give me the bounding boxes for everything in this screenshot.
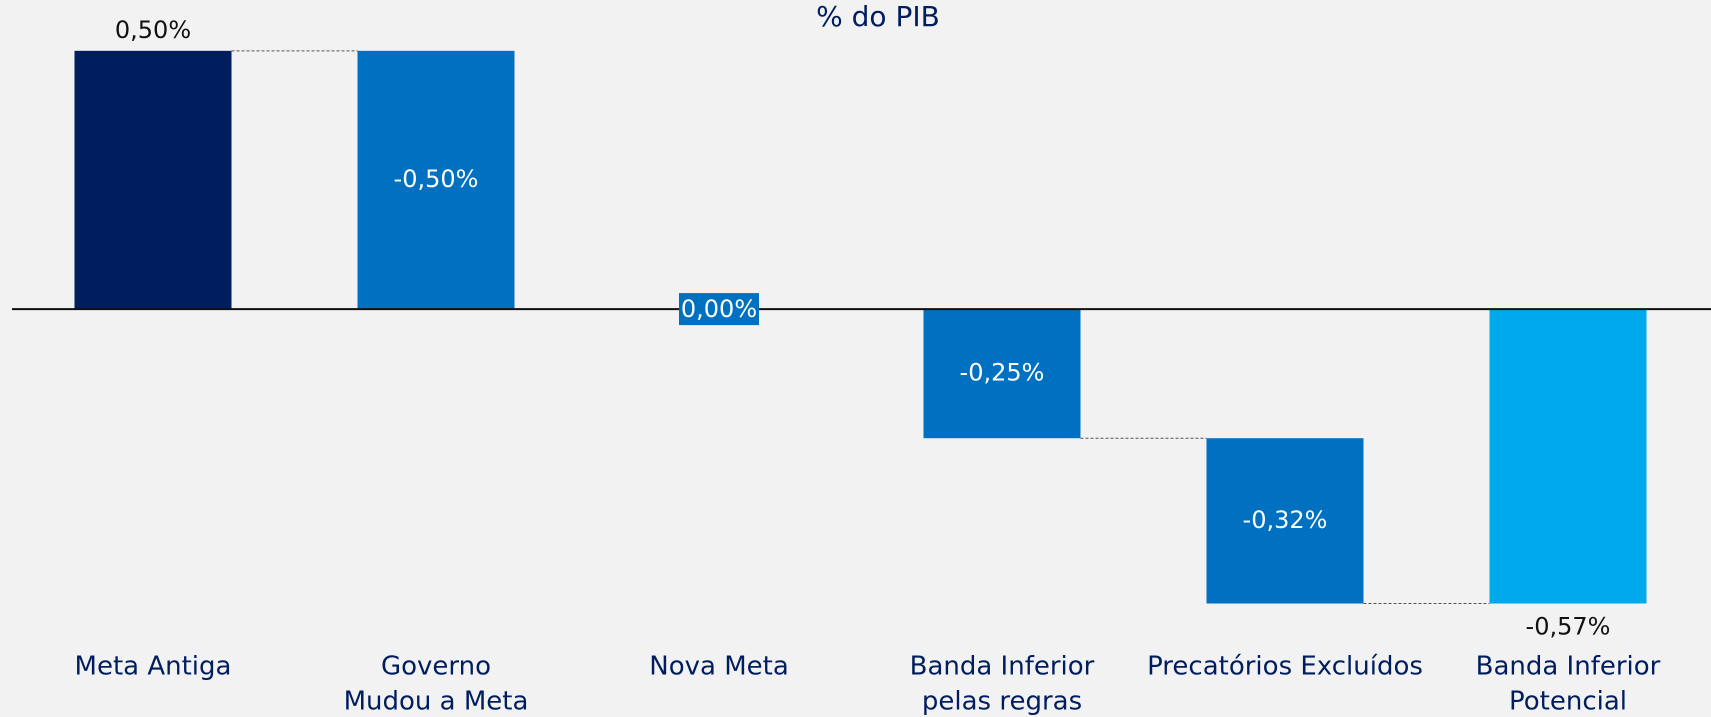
bar	[1206, 438, 1364, 604]
x-tick-label: Precatórios Excluídos	[1147, 652, 1423, 682]
value-label: 0,00%	[681, 295, 757, 323]
x-tick-label: Governo	[381, 652, 491, 682]
value-label: -0,32%	[1243, 506, 1328, 534]
value-label: 0,50%	[115, 16, 191, 44]
value-label: -0,50%	[394, 165, 479, 193]
value-label: -0,57%	[1526, 613, 1611, 641]
label-box	[679, 293, 759, 326]
bar	[357, 50, 515, 310]
chart-title: % do PIB	[816, 0, 940, 33]
x-tick-label: Nova Meta	[649, 652, 789, 682]
x-tick-label: Meta Antiga	[75, 652, 232, 682]
bar	[1489, 309, 1647, 604]
bar	[923, 309, 1081, 439]
x-tick-label: pelas regras	[922, 687, 1082, 717]
value-label: -0,25%	[960, 359, 1045, 387]
x-tick-label: Banda Inferior	[1476, 652, 1661, 682]
x-tick-label: Banda Inferior	[910, 652, 1095, 682]
x-tick-label: Mudou a Meta	[344, 687, 529, 717]
bar	[74, 50, 232, 310]
x-tick-label: Potencial	[1509, 687, 1627, 717]
